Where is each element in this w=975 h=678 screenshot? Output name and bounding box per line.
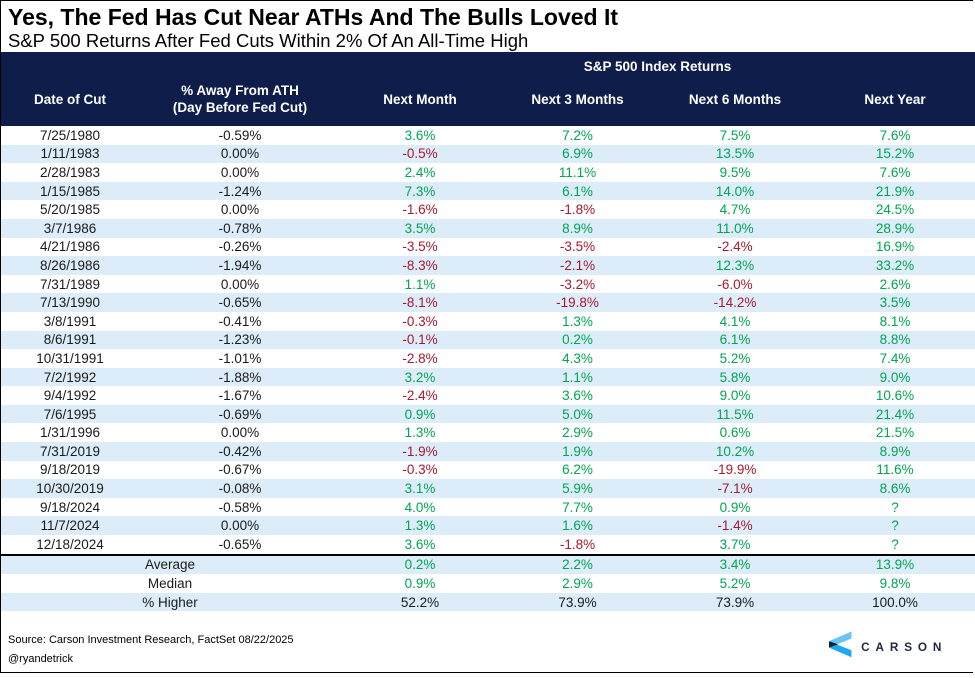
svg-text:CARSON: CARSON (861, 641, 947, 654)
